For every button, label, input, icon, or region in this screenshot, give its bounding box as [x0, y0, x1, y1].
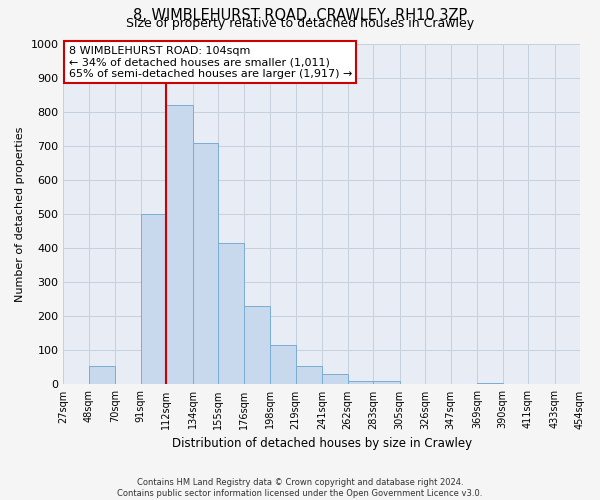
- Text: 8, WIMBLEHURST ROAD, CRAWLEY, RH10 3ZP: 8, WIMBLEHURST ROAD, CRAWLEY, RH10 3ZP: [133, 8, 467, 22]
- Text: Size of property relative to detached houses in Crawley: Size of property relative to detached ho…: [126, 18, 474, 30]
- Bar: [141, 214, 166, 384]
- Text: 8 WIMBLEHURST ROAD: 104sqm
← 34% of detached houses are smaller (1,011)
65% of s: 8 WIMBLEHURST ROAD: 104sqm ← 34% of deta…: [68, 46, 352, 79]
- Text: Contains HM Land Registry data © Crown copyright and database right 2024.
Contai: Contains HM Land Registry data © Crown c…: [118, 478, 482, 498]
- X-axis label: Distribution of detached houses by size in Crawley: Distribution of detached houses by size …: [172, 437, 472, 450]
- Bar: [296, 366, 322, 384]
- Bar: [322, 374, 348, 384]
- Bar: [477, 382, 503, 384]
- Bar: [193, 142, 218, 384]
- Bar: [270, 346, 296, 385]
- Bar: [244, 306, 270, 384]
- Bar: [166, 106, 193, 384]
- Y-axis label: Number of detached properties: Number of detached properties: [15, 126, 25, 302]
- Bar: [218, 243, 244, 384]
- Bar: [373, 381, 400, 384]
- Bar: [89, 366, 115, 384]
- Bar: [348, 381, 373, 384]
